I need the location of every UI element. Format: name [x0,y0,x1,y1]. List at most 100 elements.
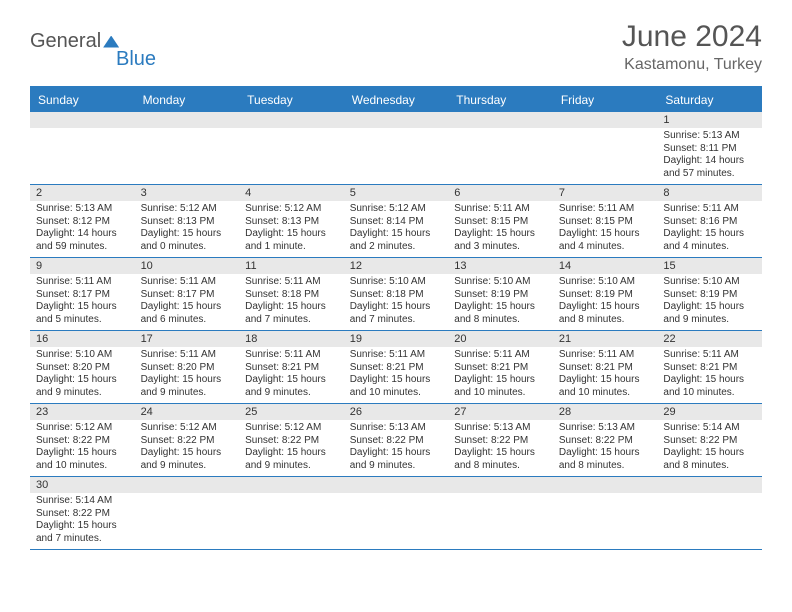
daylight-text: Daylight: 15 hours and 8 minutes. [663,447,756,472]
sunrise-text: Sunrise: 5:13 AM [36,203,129,216]
daylight-text: Daylight: 14 hours and 59 minutes. [36,228,129,253]
day-header-row: Sunday Monday Tuesday Wednesday Thursday… [30,88,762,112]
sunrise-text: Sunrise: 5:14 AM [663,422,756,435]
sunset-text: Sunset: 8:13 PM [245,216,338,229]
sunrise-text: Sunrise: 5:10 AM [454,276,547,289]
day-header-wed: Wednesday [344,88,449,112]
day-cell [239,493,344,549]
sunset-text: Sunset: 8:22 PM [36,508,129,521]
day-number [135,112,240,128]
day-cell: Sunrise: 5:14 AMSunset: 8:22 PMDaylight:… [30,493,135,549]
day-number: 25 [239,404,344,420]
sunrise-text: Sunrise: 5:10 AM [559,276,652,289]
day-cell: Sunrise: 5:11 AMSunset: 8:15 PMDaylight:… [553,201,658,257]
day-cell [448,493,553,549]
sunrise-text: Sunrise: 5:10 AM [663,276,756,289]
day-cell: Sunrise: 5:12 AMSunset: 8:22 PMDaylight:… [30,420,135,476]
daylight-text: Daylight: 15 hours and 10 minutes. [350,374,443,399]
daylight-text: Daylight: 15 hours and 1 minute. [245,228,338,253]
day-number: 4 [239,185,344,201]
sunset-text: Sunset: 8:19 PM [454,289,547,302]
daylight-text: Daylight: 15 hours and 2 minutes. [350,228,443,253]
sunrise-text: Sunrise: 5:11 AM [454,349,547,362]
day-header-fri: Friday [553,88,658,112]
location-label: Kastamonu, Turkey [622,56,762,74]
day-cell: Sunrise: 5:11 AMSunset: 8:21 PMDaylight:… [344,347,449,403]
day-number: 21 [553,331,658,347]
day-cell: Sunrise: 5:12 AMSunset: 8:22 PMDaylight:… [239,420,344,476]
day-number: 9 [30,258,135,274]
day-cell: Sunrise: 5:13 AMSunset: 8:22 PMDaylight:… [344,420,449,476]
day-cell: Sunrise: 5:11 AMSunset: 8:21 PMDaylight:… [657,347,762,403]
day-number: 18 [239,331,344,347]
sunset-text: Sunset: 8:18 PM [245,289,338,302]
day-number [448,112,553,128]
daylight-text: Daylight: 15 hours and 9 minutes. [350,447,443,472]
sunset-text: Sunset: 8:15 PM [454,216,547,229]
daylight-text: Daylight: 15 hours and 9 minutes. [663,301,756,326]
day-number: 26 [344,404,449,420]
day-cell: Sunrise: 5:12 AMSunset: 8:13 PMDaylight:… [135,201,240,257]
daylight-text: Daylight: 15 hours and 9 minutes. [245,447,338,472]
sunrise-text: Sunrise: 5:13 AM [663,130,756,143]
week-row: Sunrise: 5:13 AMSunset: 8:11 PMDaylight:… [30,128,762,185]
week-row: Sunrise: 5:12 AMSunset: 8:22 PMDaylight:… [30,420,762,477]
day-header-sun: Sunday [30,88,135,112]
day-number: 28 [553,404,658,420]
sunset-text: Sunset: 8:17 PM [141,289,234,302]
sunrise-text: Sunrise: 5:13 AM [559,422,652,435]
daylight-text: Daylight: 15 hours and 7 minutes. [245,301,338,326]
day-number: 1 [657,112,762,128]
day-header-mon: Monday [135,88,240,112]
title-block: June 2024 Kastamonu, Turkey [622,20,762,74]
day-cell: Sunrise: 5:12 AMSunset: 8:13 PMDaylight:… [239,201,344,257]
sunset-text: Sunset: 8:22 PM [350,435,443,448]
day-number: 24 [135,404,240,420]
day-cell [344,128,449,184]
day-cell [30,128,135,184]
day-cell: Sunrise: 5:10 AMSunset: 8:19 PMDaylight:… [448,274,553,330]
day-cell: Sunrise: 5:11 AMSunset: 8:18 PMDaylight:… [239,274,344,330]
day-number: 20 [448,331,553,347]
day-cell: Sunrise: 5:10 AMSunset: 8:20 PMDaylight:… [30,347,135,403]
daylight-text: Daylight: 15 hours and 7 minutes. [350,301,443,326]
day-number [657,477,762,493]
sunset-text: Sunset: 8:22 PM [454,435,547,448]
sunset-text: Sunset: 8:22 PM [36,435,129,448]
daylight-text: Daylight: 14 hours and 57 minutes. [663,155,756,180]
day-number: 29 [657,404,762,420]
sunset-text: Sunset: 8:22 PM [245,435,338,448]
daylight-text: Daylight: 15 hours and 9 minutes. [36,374,129,399]
daylight-text: Daylight: 15 hours and 9 minutes. [141,374,234,399]
day-number: 6 [448,185,553,201]
day-number [344,112,449,128]
sunset-text: Sunset: 8:15 PM [559,216,652,229]
daylight-text: Daylight: 15 hours and 9 minutes. [245,374,338,399]
day-cell [448,128,553,184]
day-cell: Sunrise: 5:11 AMSunset: 8:21 PMDaylight:… [553,347,658,403]
brand-part1: General [30,30,101,53]
day-cell [239,128,344,184]
sunset-text: Sunset: 8:12 PM [36,216,129,229]
daynum-row: 30 [30,477,762,493]
day-cell: Sunrise: 5:12 AMSunset: 8:22 PMDaylight:… [135,420,240,476]
week-row: Sunrise: 5:14 AMSunset: 8:22 PMDaylight:… [30,493,762,550]
day-number: 22 [657,331,762,347]
sunset-text: Sunset: 8:20 PM [36,362,129,375]
day-number [135,477,240,493]
sunset-text: Sunset: 8:22 PM [141,435,234,448]
sunset-text: Sunset: 8:21 PM [454,362,547,375]
day-cell: Sunrise: 5:13 AMSunset: 8:22 PMDaylight:… [553,420,658,476]
sunset-text: Sunset: 8:21 PM [559,362,652,375]
daylight-text: Daylight: 15 hours and 9 minutes. [141,447,234,472]
day-cell [344,493,449,549]
day-cell: Sunrise: 5:11 AMSunset: 8:21 PMDaylight:… [448,347,553,403]
sunrise-text: Sunrise: 5:12 AM [141,422,234,435]
day-number [239,112,344,128]
logo-triangle-icon [103,36,119,48]
weeks-container: 1Sunrise: 5:13 AMSunset: 8:11 PMDaylight… [30,112,762,550]
daylight-text: Daylight: 15 hours and 8 minutes. [454,447,547,472]
sunrise-text: Sunrise: 5:12 AM [245,422,338,435]
daynum-row: 23242526272829 [30,404,762,420]
sunset-text: Sunset: 8:17 PM [36,289,129,302]
